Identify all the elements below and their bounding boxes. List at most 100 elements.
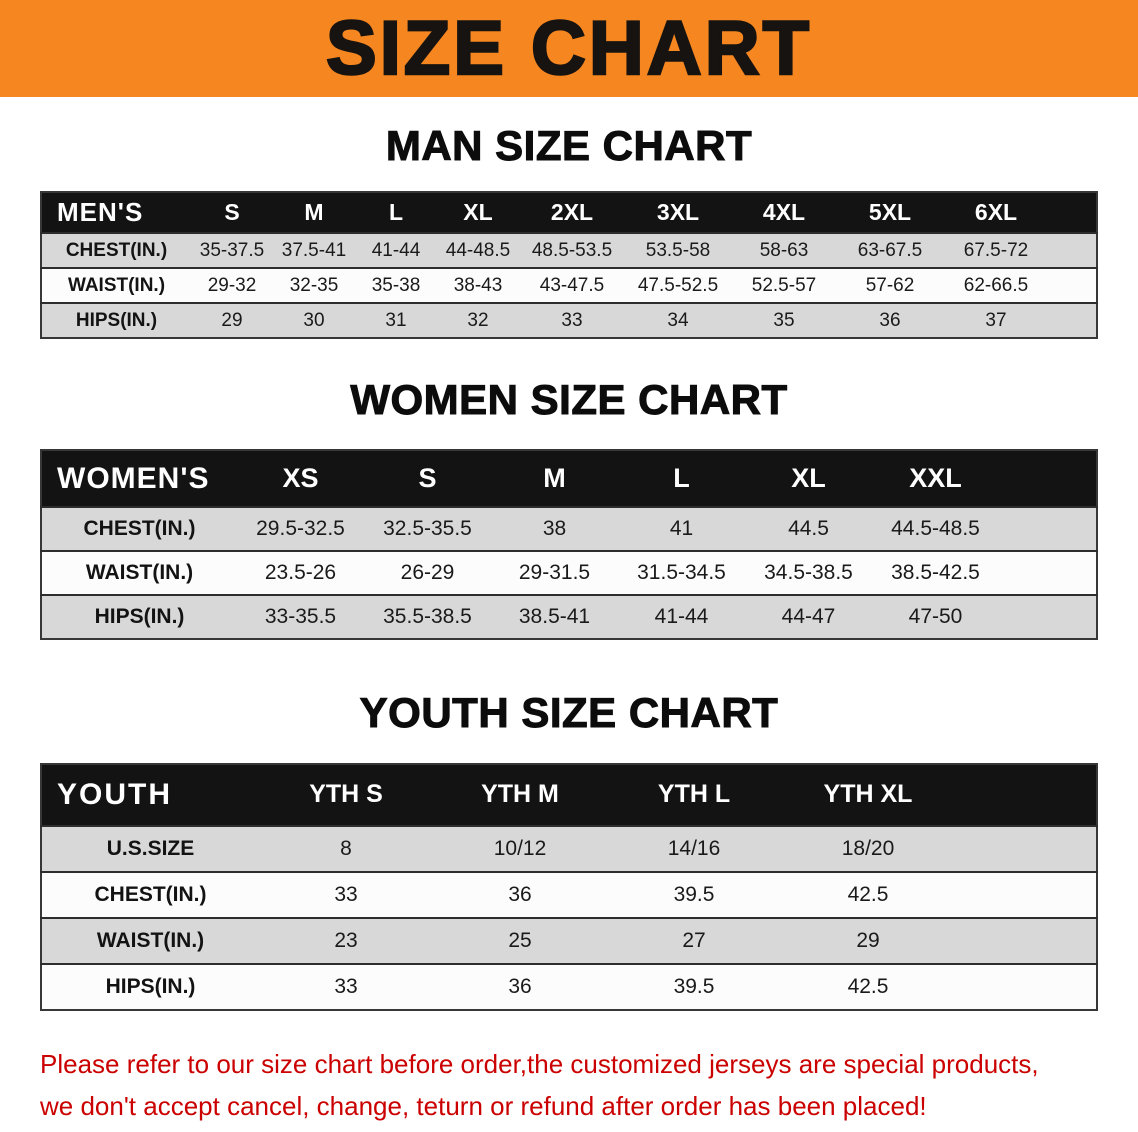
women-section-heading: WOMEN SIZE CHART <box>350 376 788 424</box>
youth-size-section: YOUTH SIZE CHART YOUTH YTH S YTH M YTH L YTH… <box>0 689 1138 1011</box>
size-header-cell: S <box>418 463 437 494</box>
size-header-cell: XXL <box>909 463 962 494</box>
size-header-cell: 3XL <box>656 199 700 226</box>
size-value-cell: 41 <box>669 517 694 541</box>
size-value-cell: 67.5-72 <box>963 239 1029 261</box>
size-header-cell: XS <box>282 463 319 494</box>
row-filler-cell <box>1049 268 1097 303</box>
measurement-row: U.S.SIZE 8 10/12 14/16 18/20 <box>41 825 1097 872</box>
size-value-cell: 38-43 <box>453 274 503 296</box>
size-value-cell: 34.5-38.5 <box>764 561 853 585</box>
size-value-cell: 39.5 <box>673 974 715 998</box>
size-value-cell: 27 <box>682 928 706 952</box>
size-value-cell: 29-31.5 <box>518 561 591 585</box>
men-section-heading: MAN SIZE CHART <box>385 122 753 169</box>
size-header-cell: S <box>224 199 240 226</box>
size-value-cell: 25 <box>508 928 532 952</box>
row-label-cell: HIPS(IN.) <box>105 974 196 998</box>
row-label-cell: WAIST(IN.) <box>85 561 194 585</box>
size-header-cell: YTH L <box>657 780 731 809</box>
size-value-cell: 29.5-32.5 <box>256 517 345 541</box>
size-value-cell: 47.5-52.5 <box>637 274 719 296</box>
size-value-cell: 29 <box>221 309 243 331</box>
size-value-cell: 44.5-48.5 <box>891 517 980 541</box>
size-value-cell: 30 <box>303 309 325 331</box>
table-title-cell: YOUTH <box>57 777 172 811</box>
size-value-cell: 44-48.5 <box>445 239 511 261</box>
size-value-cell: 32 <box>467 309 489 331</box>
size-header-cell: 5XL <box>868 199 912 226</box>
size-value-cell: 39.5 <box>673 882 715 906</box>
size-value-cell: 62-66.5 <box>963 274 1029 296</box>
size-header-cell: 2XL <box>550 199 594 226</box>
size-value-cell: 63-67.5 <box>857 239 923 261</box>
measurement-row: HIPS(IN.) 29 30 31 32 33 34 35 36 37 <box>41 303 1097 339</box>
size-value-cell: 38 <box>542 517 567 541</box>
table-header-row: WOMEN'S XS S M L XL XXL <box>41 450 1097 508</box>
row-filler-cell <box>1049 233 1097 268</box>
table-header-row: MEN'S S M L XL 2XL 3XL 4XL 5XL 6XL <box>41 192 1097 234</box>
row-label-cell: HIPS(IN.) <box>75 309 158 331</box>
size-header-cell: 4XL <box>762 199 806 226</box>
size-value-cell: 29 <box>856 928 880 952</box>
size-value-cell: 23.5-26 <box>264 561 337 585</box>
row-filler-cell <box>955 964 1097 1010</box>
size-value-cell: 58-63 <box>759 239 809 261</box>
row-filler-cell <box>999 595 1097 639</box>
women-size-section: WOMEN SIZE CHART WOMEN'S XS S M L XL XXL CHEST(… <box>0 376 1138 641</box>
row-filler-cell <box>999 551 1097 595</box>
size-header-cell: YTH M <box>481 780 559 809</box>
size-value-cell: 33 <box>334 882 358 906</box>
size-value-cell: 29-32 <box>207 274 257 296</box>
size-value-cell: 36 <box>508 974 532 998</box>
size-value-cell: 33 <box>334 974 358 998</box>
measurement-row: CHEST(IN.) 35-37.5 37.5-41 41-44 44-48.5 48.5… <box>41 233 1097 269</box>
women-size-table: WOMEN'S XS S M L XL XXL CHEST(IN.) 29.5-32.5 32.5… <box>40 449 1098 641</box>
size-value-cell: 32.5-35.5 <box>383 517 472 541</box>
banner-title: SIZE CHART <box>325 5 812 91</box>
row-label-cell: CHEST(IN.) <box>83 517 196 541</box>
size-value-cell: 33-35.5 <box>264 605 337 629</box>
size-value-cell: 36 <box>508 882 532 906</box>
size-header-cell: L <box>388 199 404 226</box>
size-value-cell: 8 <box>340 836 352 860</box>
row-filler-cell <box>1049 303 1097 338</box>
size-value-cell: 47-50 <box>908 605 963 629</box>
row-label-cell: U.S.SIZE <box>106 836 195 860</box>
row-label-cell: WAIST(IN.) <box>67 274 166 296</box>
size-value-cell: 37 <box>985 309 1007 331</box>
size-value-cell: 57-62 <box>865 274 915 296</box>
size-header-cell: XL <box>463 199 493 226</box>
size-header-cell: YTH S <box>309 780 383 809</box>
measurement-row: CHEST(IN.) 29.5-32.5 32.5-35.5 38 41 44.5 44.5… <box>41 507 1097 552</box>
size-value-cell: 37.5-41 <box>281 239 347 261</box>
disclaimer-note: Please refer to our size chart before or… <box>40 1043 1100 1127</box>
disclaimer-line-2: we don't accept cancel, change, teturn o… <box>40 1090 927 1121</box>
measurement-row: WAIST(IN.) 29-32 32-35 35-38 38-43 43-47.5 47.… <box>41 268 1097 304</box>
measurement-row: HIPS(IN.) 33-35.5 35.5-38.5 38.5-41 41-44 44-… <box>41 595 1097 640</box>
header-filler-cell <box>955 764 1097 826</box>
size-value-cell: 35-37.5 <box>199 239 265 261</box>
size-value-cell: 35 <box>773 309 795 331</box>
size-value-cell: 44-47 <box>781 605 836 629</box>
header-filler-cell <box>1049 192 1097 233</box>
size-value-cell: 53.5-58 <box>645 239 711 261</box>
row-label-cell: HIPS(IN.) <box>94 605 185 629</box>
size-value-cell: 38.5-41 <box>518 605 591 629</box>
size-value-cell: 26-29 <box>400 561 455 585</box>
size-value-cell: 42.5 <box>847 882 889 906</box>
size-header-cell: 6XL <box>974 199 1018 226</box>
size-value-cell: 31.5-34.5 <box>637 561 726 585</box>
size-value-cell: 33 <box>561 309 583 331</box>
size-value-cell: 36 <box>879 309 901 331</box>
men-size-section: MAN SIZE CHART MEN'S S M L XL 2XL 3XL 4XL 5XL 6XL… <box>0 122 1138 340</box>
header-filler-cell <box>999 450 1097 507</box>
size-chart-banner: SIZE CHART <box>0 0 1138 97</box>
row-label-cell: WAIST(IN.) <box>96 928 205 952</box>
measurement-row: CHEST(IN.) 33 36 39.5 42.5 <box>41 871 1097 918</box>
size-value-cell: 23 <box>334 928 358 952</box>
size-value-cell: 35.5-38.5 <box>383 605 472 629</box>
size-value-cell: 41-44 <box>654 605 709 629</box>
measurement-row: WAIST(IN.) 23.5-26 26-29 29-31.5 31.5-34.5 34… <box>41 551 1097 596</box>
